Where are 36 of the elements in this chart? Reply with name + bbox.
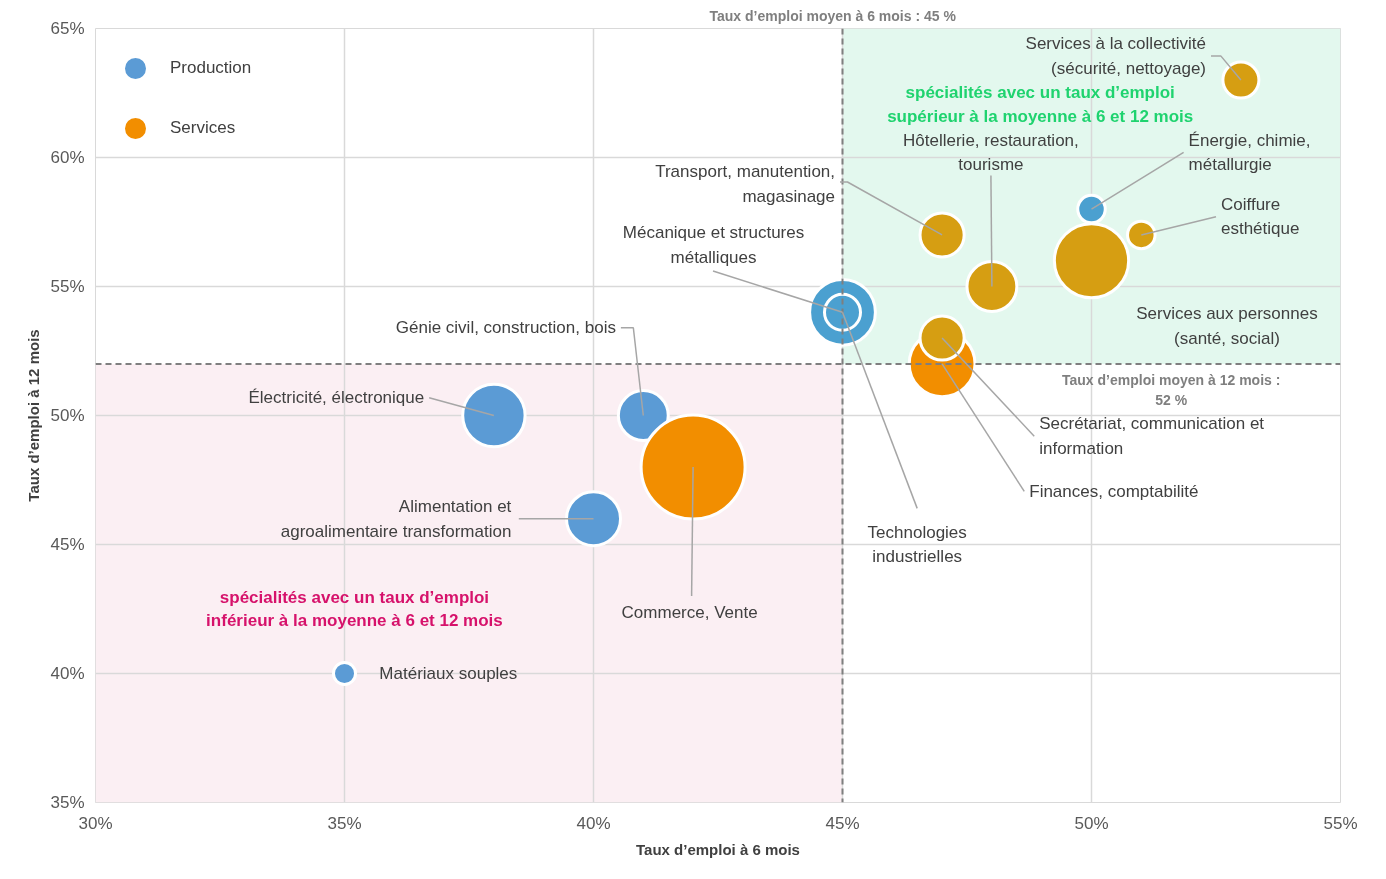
annotation: Services aux personnes (santé, social) [1136,304,1318,348]
band-label: spécialités avec un taux d’emploi supérieur à la moyenne à 6 et 12 mois [887,83,1194,126]
annotation: Électricité, électronique [248,388,425,408]
y-tick-label: 45% [50,535,85,554]
x-tick-label: 30% [78,813,113,833]
annotation: Coiffure esthétique [1220,194,1300,239]
y-tick-label: 65% [50,19,85,38]
annotation: Commerce, Vente [621,602,758,622]
annotation: Énergie, chimie, métallurgie [1188,130,1311,175]
annotation: Mécanique et structures métalliques [622,223,805,268]
x-tick-label: 35% [327,813,362,833]
y-axis-title: Taux d’emploi à 12 mois [25,329,43,502]
legend-label: Services [170,118,236,138]
annotation: Hôtellerie, restauration, tourisme [903,130,1079,175]
annotation: Finances, comptabilité [1029,481,1199,501]
x-tick-label: 50% [1074,813,1109,833]
ref-line-label: Taux d’emploi moyen à 6 mois : 45 % [709,7,957,24]
x-tick-label: 55% [1323,813,1358,833]
y-tick-label: 35% [50,793,85,812]
annotation: Génie civil, construction, bois [395,318,616,338]
x-tick-label: 40% [576,813,611,833]
annotation: Secrétariat, communication et information [1039,414,1265,458]
x-axis-title: Taux d’emploi à 6 mois [636,840,800,858]
x-tick-label: 45% [825,813,860,833]
annotation: Matériaux souples [379,664,518,683]
band-label: spécialités avec un taux d’emploi inférieur à la moyenne à 6 et 12 mois [206,587,503,631]
annotation: Services à la collectivité (sécurité, nettoyage) [1025,34,1207,78]
annotation: Alimentation et agroalimentaire transformation [280,496,512,541]
ref-line-label: Taux d’emploi moyen à 12 mois : 52 % [1062,371,1281,409]
annotation: Transport, manutention, magasinage [655,162,836,206]
y-tick-label: 55% [50,277,85,296]
y-tick-label: 40% [50,664,85,683]
annotation: Technologies industrielles [867,522,967,567]
y-tick-label: 50% [50,406,85,425]
legend-label: Production [170,58,252,78]
y-tick-label: 60% [50,148,85,167]
